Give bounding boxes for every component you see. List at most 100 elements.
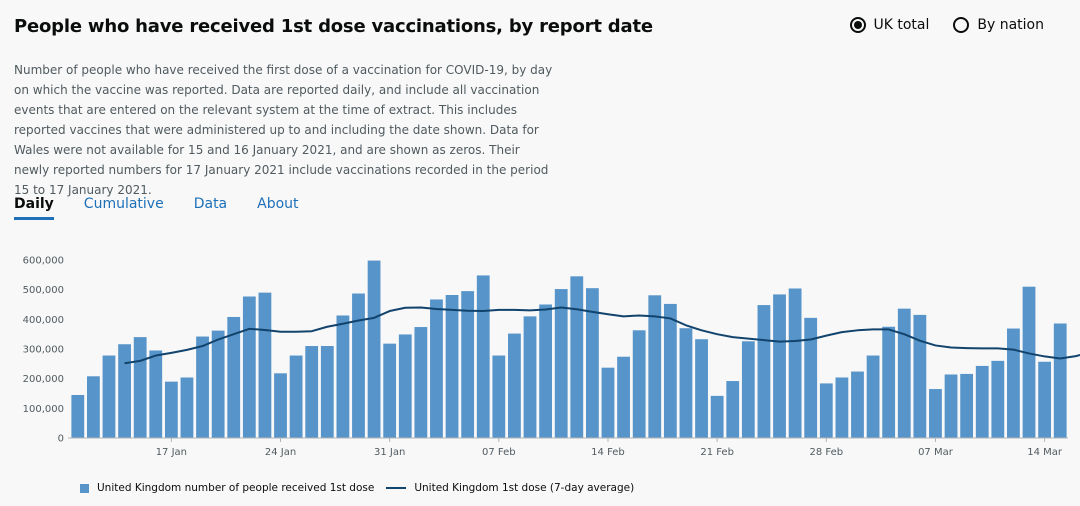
- bar: [663, 303, 677, 438]
- bar: [648, 295, 662, 438]
- bar: [632, 330, 646, 438]
- bar: [851, 371, 864, 438]
- x-tick-label: 14 Feb: [591, 447, 625, 458]
- bar: [211, 330, 225, 438]
- bar: [586, 288, 599, 438]
- bar: [757, 305, 771, 438]
- chart-description: Number of people who have received the f…: [14, 63, 553, 197]
- bar: [835, 377, 849, 438]
- bar: [196, 336, 209, 438]
- bar: [149, 350, 163, 438]
- y-tick-label: 200,000: [23, 374, 64, 385]
- average-line: [124, 306, 1080, 365]
- bar: [960, 373, 974, 438]
- bar-swatch-icon: [80, 483, 89, 493]
- bar: [445, 295, 459, 438]
- bar: [929, 389, 942, 438]
- bar: [461, 291, 475, 438]
- bar: [866, 355, 880, 438]
- legend-item-line[interactable]: United Kingdom 1st dose (7-day average): [386, 482, 634, 494]
- bar: [710, 395, 724, 438]
- x-tick-label: 07 Feb: [482, 447, 516, 458]
- bar: [1038, 361, 1052, 438]
- bar: [102, 355, 116, 438]
- x-tick-label: 14 Mar: [1027, 447, 1063, 458]
- x-tick-label: 17 Jan: [156, 447, 187, 458]
- bar: [133, 337, 147, 438]
- y-tick-label: 400,000: [23, 315, 64, 326]
- bar: [1053, 323, 1067, 438]
- bar: [679, 328, 693, 438]
- bar: [258, 292, 272, 438]
- radio-by-nation[interactable]: By nation: [953, 17, 1044, 33]
- bar: [227, 316, 241, 438]
- y-tick-label: 0: [58, 434, 64, 445]
- legend-label-bars: United Kingdom number of people received…: [97, 482, 375, 494]
- bar: [242, 296, 256, 438]
- bar: [554, 289, 568, 438]
- bar: [118, 344, 131, 438]
- bar: [71, 394, 85, 438]
- bar: [1007, 328, 1020, 438]
- bar: [773, 294, 786, 438]
- radio-by-nation-label: By nation: [977, 17, 1044, 33]
- tab-cumulative[interactable]: Cumulative: [83, 196, 164, 212]
- view-radio-group: UK total By nation: [849, 17, 1044, 33]
- bar: [87, 376, 100, 438]
- bar: [274, 373, 287, 438]
- line-swatch-icon: [386, 487, 407, 489]
- bar: [991, 360, 1005, 438]
- y-tick-label: 300,000: [23, 345, 64, 356]
- bar: [617, 356, 630, 438]
- bar: [336, 315, 350, 438]
- tab-daily[interactable]: Daily: [14, 196, 54, 220]
- bar: [320, 346, 334, 438]
- tab-about[interactable]: About: [257, 196, 299, 212]
- tab-data[interactable]: Data: [193, 196, 228, 212]
- bar: [788, 288, 802, 438]
- vaccination-chart: 0 100,000 200,000 300,000 400,000 500,000 600,…: [23, 256, 1080, 458]
- bar: [1022, 286, 1036, 438]
- radio-uk-total[interactable]: UK total: [849, 17, 930, 33]
- x-tick-label: 28 Feb: [809, 447, 843, 458]
- x-tick-label: 07 Mar: [918, 447, 954, 458]
- bar: [913, 314, 927, 438]
- bar: [430, 299, 443, 438]
- bar: [398, 334, 412, 438]
- y-tick-label: 100,000: [23, 404, 64, 415]
- bar: [305, 346, 319, 438]
- y-tick-label: 600,000: [23, 256, 64, 267]
- y-tick-label: 500,000: [23, 285, 64, 296]
- bar: [741, 341, 755, 438]
- bar: [882, 326, 896, 438]
- bar: [570, 276, 584, 438]
- x-tick-label: 21 Feb: [700, 447, 734, 458]
- bar: [944, 374, 958, 438]
- bar: [492, 355, 506, 438]
- radio-checked-icon: [849, 17, 866, 33]
- radio-unchecked-icon: [953, 17, 970, 33]
- x-tick-label: 31 Jan: [374, 447, 405, 458]
- bar: [352, 293, 365, 438]
- bar: [180, 377, 194, 438]
- bar: [695, 339, 708, 438]
- bar: [508, 333, 521, 438]
- tab-bar: Daily Cumulative Data About: [14, 196, 299, 220]
- chart-legend: United Kingdom number of people received…: [80, 482, 634, 494]
- bar: [975, 365, 989, 438]
- bar: [164, 381, 178, 438]
- page-title: People who have received 1st dose vaccin…: [14, 16, 653, 37]
- legend-item-bars[interactable]: United Kingdom number of people received…: [80, 482, 374, 494]
- bar: [804, 317, 818, 438]
- bar: [539, 304, 553, 438]
- bar: [367, 260, 381, 438]
- radio-uk-total-label: UK total: [873, 17, 930, 33]
- bar: [819, 383, 833, 438]
- bar: [289, 355, 303, 438]
- bar: [383, 343, 397, 438]
- bar: [476, 275, 490, 438]
- x-tick-label: 24 Jan: [265, 447, 296, 458]
- bar: [897, 308, 911, 438]
- bar: [601, 367, 615, 438]
- legend-label-line: United Kingdom 1st dose (7-day average): [414, 482, 635, 494]
